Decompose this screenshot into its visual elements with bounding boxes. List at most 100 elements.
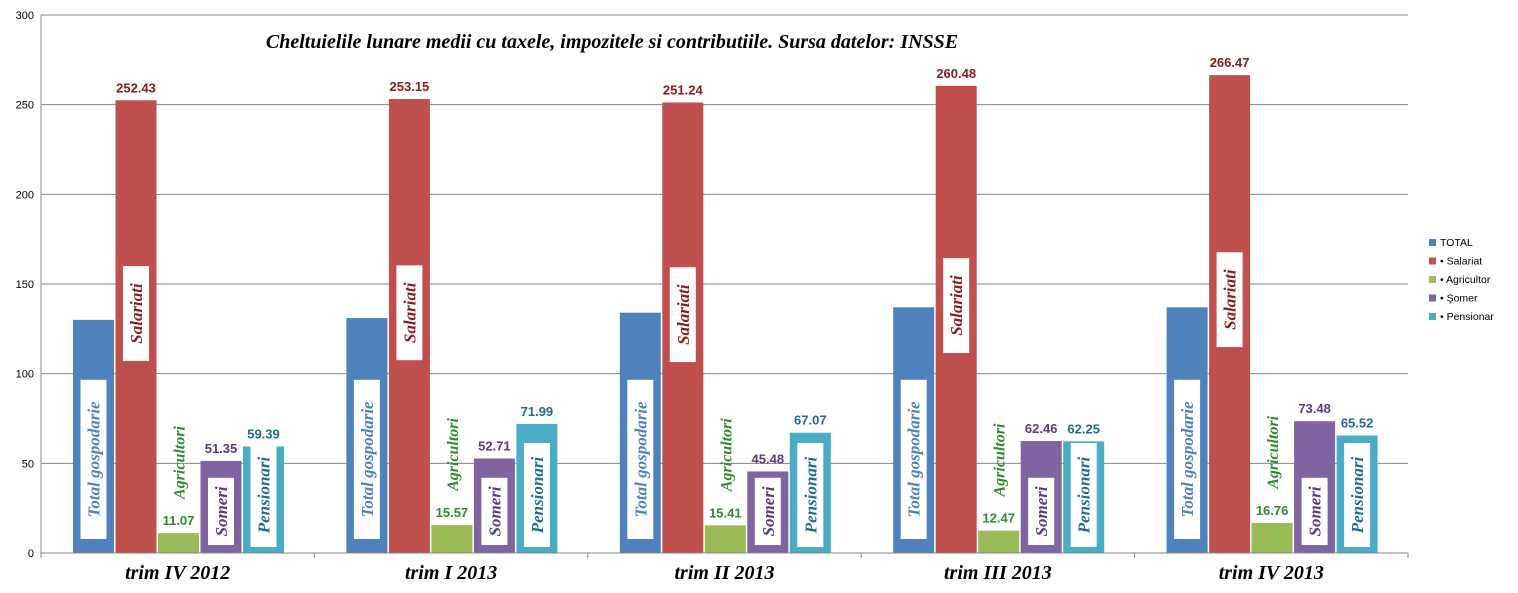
bar-annotation-4: Pensionari — [1075, 456, 1094, 534]
data-label: 11.07 — [163, 513, 195, 528]
data-label: 71.99 — [521, 404, 554, 419]
data-label: 52.71 — [478, 438, 511, 453]
bar-annotation-1: Salariati — [1221, 269, 1240, 330]
bar-annotation-3: Someri — [1306, 486, 1325, 536]
bar-annotation-0: Total gospodarie — [1178, 401, 1197, 517]
bar-annotation-agricultori: Agricultori — [445, 417, 462, 491]
data-label: 16.76 — [1256, 503, 1289, 518]
data-label: 266.47 — [1210, 55, 1250, 70]
bar-annotation-4: Pensionari — [528, 456, 547, 534]
y-tick-label: 200 — [16, 189, 34, 201]
data-label: 45.48 — [752, 451, 785, 466]
bar-annotation-agricultori: Agricultori — [172, 426, 189, 500]
bar-annotation-box — [754, 477, 781, 545]
bar-2-1 — [431, 525, 473, 553]
data-label: 65.52 — [1341, 416, 1374, 431]
bar-2-0 — [158, 533, 199, 553]
data-label: 62.25 — [1067, 421, 1100, 436]
bar-annotation-4: Pensionari — [255, 456, 274, 534]
bar-annotation-4: Pensionari — [1348, 456, 1367, 534]
bars — [73, 75, 1378, 554]
bar-annotation-box — [669, 267, 696, 363]
bar-annotation-agricultori: Agricultori — [718, 418, 735, 492]
data-label: 67.07 — [794, 413, 827, 428]
bar-2-3 — [978, 530, 1020, 553]
bar-annotation-3: Someri — [212, 486, 231, 536]
y-tick-label: 50 — [22, 458, 34, 470]
bar-annotation-box — [627, 379, 654, 539]
bar-annotation-box — [123, 266, 149, 361]
data-label: 260.48 — [936, 66, 976, 81]
bar-annotation-3: Someri — [485, 486, 504, 536]
bar-annotation-1: Salariati — [947, 275, 966, 336]
bar-annotation-box — [797, 443, 824, 547]
x-category-label: trim III 2013 — [944, 562, 1052, 584]
data-label: 12.47 — [982, 511, 1015, 526]
bar-annotation-box — [900, 379, 927, 539]
legend-label: TOTAL — [1440, 237, 1473, 249]
x-category-label: trim II 2013 — [674, 562, 774, 584]
x-category-label: trim IV 2012 — [125, 562, 230, 584]
bar-annotation-4: Pensionari — [801, 456, 820, 534]
data-label: 15.57 — [436, 505, 469, 520]
data-label: 252.43 — [116, 80, 156, 95]
legend-swatch — [1429, 294, 1436, 302]
bar-2-2 — [704, 525, 746, 553]
bar-annotation-1: Salariati — [400, 282, 419, 343]
bar-annotation-3: Someri — [759, 486, 778, 536]
data-label: 59.39 — [247, 426, 280, 441]
axes: 0 50 100 150 200 250 300 trim IV 2012 trim I 201… — [16, 10, 1409, 584]
bar-annotation-box — [1070, 443, 1097, 547]
bar-annotation-box — [1216, 252, 1243, 348]
bar-annotation-box — [80, 379, 107, 539]
legend-label: • Agricultor — [1440, 274, 1491, 286]
bar-annotations: Total gospodarie Salariati Agricultori Some… — [80, 252, 1371, 547]
bar-2-4 — [1251, 522, 1293, 553]
bar-annotation-1: Salariati — [674, 284, 693, 345]
bar-annotation-box — [396, 265, 423, 361]
bar-annotation-box — [250, 443, 277, 547]
x-category-label: trim I 2013 — [405, 562, 497, 584]
bar-annotation-3: Someri — [1032, 486, 1051, 536]
legend: TOTAL • Salariat • Agricultor • Şomer • Pens… — [1429, 237, 1494, 323]
bar-annotation-0: Total gospodarie — [85, 401, 104, 517]
data-label: 15.41 — [709, 505, 742, 520]
bar-annotation-box — [208, 477, 234, 545]
bar-annotation-0: Total gospodarie — [631, 401, 650, 517]
y-tick-label: 250 — [16, 100, 34, 112]
bar-annotation-0: Total gospodarie — [358, 401, 377, 517]
chart-title: Cheltuielile lunare medii cu taxele, imp… — [266, 31, 958, 53]
bar-annotation-box — [481, 477, 508, 545]
bar-annotation-box — [943, 258, 970, 353]
y-tick-label: 150 — [16, 279, 34, 291]
bar-annotation-box — [1344, 443, 1371, 547]
data-label: 62.46 — [1025, 421, 1058, 436]
y-tick-label: 300 — [16, 10, 34, 22]
data-label: 253.15 — [390, 79, 430, 94]
y-tick-label: 0 — [28, 548, 34, 560]
bar-annotation-box — [1174, 379, 1201, 539]
bar-annotation-agricultori: Agricultori — [1265, 415, 1282, 489]
x-category-label: trim IV 2013 — [1219, 562, 1324, 584]
legend-label: • Şomer — [1440, 293, 1478, 305]
y-tick-label: 100 — [16, 369, 34, 381]
bar-annotation-box — [1028, 477, 1055, 545]
data-labels: 252.43 11.07 51.35 59.39 253.15 15.57 52.71 71.… — [116, 55, 1373, 528]
data-label: 73.48 — [1298, 401, 1331, 416]
bar-annotation-0: Total gospodarie — [905, 401, 924, 517]
legend-label: • Salariat — [1440, 256, 1482, 268]
bar-annotation-box — [1301, 477, 1328, 545]
data-label: 251.24 — [663, 82, 704, 97]
bar-annotation-1: Salariati — [127, 283, 146, 344]
bar-annotation-box — [353, 379, 380, 539]
legend-label: • Pensionar — [1440, 311, 1494, 323]
legend-swatch — [1429, 239, 1436, 246]
legend-swatch — [1429, 313, 1436, 320]
legend-swatch — [1429, 257, 1436, 265]
legend-swatch — [1429, 276, 1436, 283]
bar-annotation-agricultori: Agricultori — [992, 423, 1009, 497]
bar-annotation-box — [523, 443, 550, 547]
data-label: 51.35 — [205, 441, 238, 456]
